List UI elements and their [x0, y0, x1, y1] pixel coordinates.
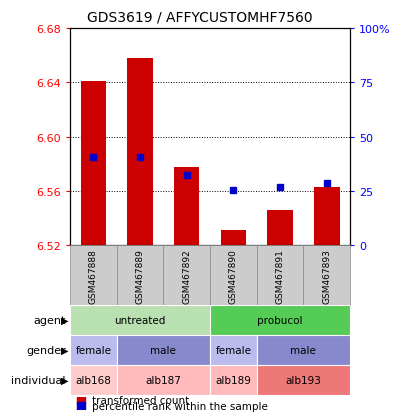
Text: probucol: probucol: [257, 316, 303, 325]
Text: agent: agent: [34, 316, 66, 325]
Text: GSM467891: GSM467891: [276, 248, 284, 303]
Text: transformed count: transformed count: [92, 395, 190, 405]
Bar: [70, 246, 117, 306]
Text: alb189: alb189: [215, 375, 251, 385]
Text: ▶: ▶: [60, 345, 68, 355]
Bar: [174, 167, 200, 246]
Bar: [163, 246, 210, 306]
Bar: [117, 335, 210, 365]
Bar: [257, 365, 350, 395]
Text: ▶: ▶: [60, 316, 68, 325]
Text: GSM467890: GSM467890: [229, 248, 238, 303]
Text: alb187: alb187: [145, 375, 181, 385]
Text: individual: individual: [12, 375, 66, 385]
Bar: [117, 246, 163, 306]
Bar: [210, 306, 350, 335]
Text: female: female: [75, 345, 111, 355]
Text: GSM467888: GSM467888: [89, 248, 98, 303]
Bar: [267, 211, 293, 246]
Text: GSM467893: GSM467893: [322, 248, 331, 303]
Text: GSM467889: GSM467889: [136, 248, 144, 303]
Text: female: female: [215, 345, 251, 355]
Text: ▶: ▶: [60, 375, 68, 385]
Bar: [220, 231, 246, 246]
Bar: [70, 365, 117, 395]
Text: alb193: alb193: [285, 375, 321, 385]
Bar: [257, 335, 350, 365]
Text: alb168: alb168: [75, 375, 111, 385]
Bar: [210, 335, 257, 365]
Bar: [210, 365, 257, 395]
Bar: [127, 59, 153, 246]
Bar: [257, 246, 303, 306]
Text: untreated: untreated: [114, 316, 166, 325]
Text: GSM467892: GSM467892: [182, 248, 191, 303]
Bar: [303, 246, 350, 306]
Bar: [80, 82, 106, 246]
Text: gender: gender: [26, 345, 66, 355]
Bar: [210, 246, 257, 306]
Bar: [117, 365, 210, 395]
Text: percentile rank within the sample: percentile rank within the sample: [92, 401, 268, 411]
Text: male: male: [290, 345, 316, 355]
Text: male: male: [150, 345, 176, 355]
Bar: [70, 306, 210, 335]
Bar: [70, 335, 117, 365]
Bar: [314, 188, 340, 246]
Text: GDS3619 / AFFYCUSTOMHF7560: GDS3619 / AFFYCUSTOMHF7560: [87, 10, 313, 24]
